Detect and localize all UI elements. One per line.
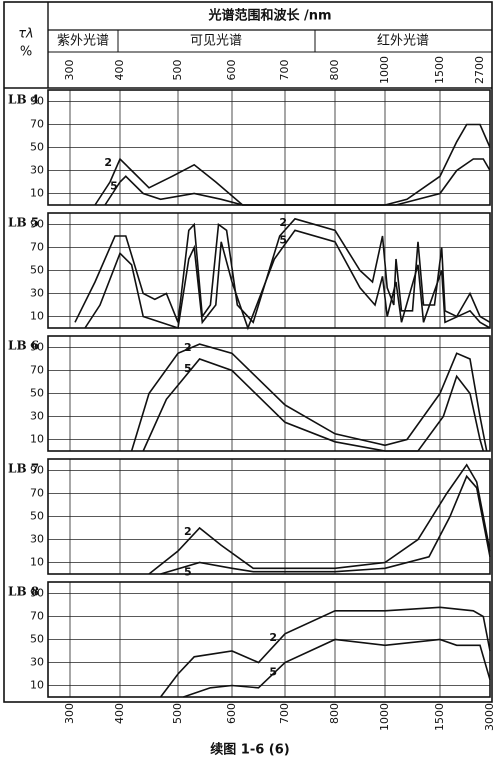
y-tick-label: 30 <box>30 287 44 300</box>
region-label: 红外光谱 <box>377 33 429 49</box>
series-label: 5 <box>279 233 287 246</box>
x-tick-label: 700 <box>278 703 291 724</box>
top-tick-label: 1000 <box>378 56 391 84</box>
panel-frame <box>47 581 491 698</box>
y-tick-label: 70 <box>30 610 44 623</box>
y-tick-label: 90 <box>30 218 44 231</box>
y-tick-label: 30 <box>30 164 44 177</box>
series-line <box>142 358 485 452</box>
x-tick-label: 1000 <box>378 703 391 731</box>
series-label: 2 <box>184 525 192 538</box>
y-tick-label: 50 <box>30 387 44 400</box>
top-tick-label: 500 <box>171 60 184 81</box>
panel-title: LB 4 <box>8 93 39 107</box>
top-tick-label: 2700 <box>473 56 486 84</box>
y-tick-label: 10 <box>30 679 44 692</box>
series-label: 5 <box>269 666 277 679</box>
series-label: 5 <box>110 179 118 192</box>
top-tick-label: 300 <box>63 60 76 81</box>
series-line <box>159 606 491 698</box>
top-tick-label: 700 <box>278 60 291 81</box>
region-label: 紫外光谱 <box>57 34 109 49</box>
top-tick-label: 400 <box>113 60 126 81</box>
y-tick-label: 90 <box>30 464 44 477</box>
series-label: 2 <box>104 156 112 169</box>
caption: 续图 1-6 (6) <box>210 742 289 758</box>
y-tick-label: 50 <box>30 510 44 523</box>
x-tick-label: 3000 <box>483 703 496 731</box>
y-symbol: τλ <box>18 27 34 42</box>
y-tick-label: 10 <box>30 433 44 446</box>
x-tick-label: 600 <box>225 703 238 724</box>
top-tick-label: 600 <box>225 60 238 81</box>
series-line <box>130 343 488 452</box>
region-label: 可见光谱 <box>190 34 242 49</box>
y-tick-label: 90 <box>30 587 44 600</box>
x-tick-label: 300 <box>63 703 76 724</box>
y-tick-label: 10 <box>30 187 44 200</box>
panel-frame <box>47 458 491 575</box>
y-tick-label: 90 <box>30 95 44 108</box>
panel-title: LB 5 <box>8 216 39 230</box>
header-title: 光谱范围和波长 /nm <box>207 8 331 24</box>
y-tick-label: 50 <box>30 141 44 154</box>
series-line <box>148 463 491 575</box>
series-line <box>104 158 491 206</box>
y-tick-label: 30 <box>30 410 44 423</box>
y-tick-label: 70 <box>30 487 44 500</box>
y-tick-label: 70 <box>30 364 44 377</box>
x-tick-label: 500 <box>171 703 184 724</box>
series-line <box>183 638 491 698</box>
panel-title: LB 8 <box>8 585 39 599</box>
series-label: 2 <box>269 631 277 644</box>
outer-frame <box>3 1 493 703</box>
panel-frame <box>47 212 491 329</box>
series-line <box>160 474 491 575</box>
y-tick-label: 10 <box>30 556 44 569</box>
y-tick-label: 50 <box>30 633 44 646</box>
x-tick-label: 1500 <box>433 703 446 731</box>
y-unit: % <box>20 45 32 60</box>
y-tick-label: 30 <box>30 533 44 546</box>
panel-frame <box>47 335 491 452</box>
panel-title: LB 7 <box>8 462 39 476</box>
top-tick-label: 800 <box>328 60 341 81</box>
series-label: 5 <box>184 362 192 375</box>
series-label: 2 <box>279 216 287 229</box>
y-tick-label: 10 <box>30 310 44 323</box>
y-tick-label: 50 <box>30 264 44 277</box>
series-label: 5 <box>184 566 192 579</box>
series-line <box>94 123 491 206</box>
panel-title: LB 6 <box>8 339 39 353</box>
y-tick-label: 90 <box>30 341 44 354</box>
top-tick-label: 1500 <box>433 56 446 84</box>
y-tick-label: 70 <box>30 241 44 254</box>
series-line <box>74 217 491 324</box>
x-tick-label: 400 <box>113 703 126 724</box>
series-line <box>84 229 491 331</box>
series-label: 2 <box>184 341 192 354</box>
y-tick-label: 70 <box>30 118 44 131</box>
x-tick-label: 800 <box>328 703 341 724</box>
y-tick-label: 30 <box>30 656 44 669</box>
